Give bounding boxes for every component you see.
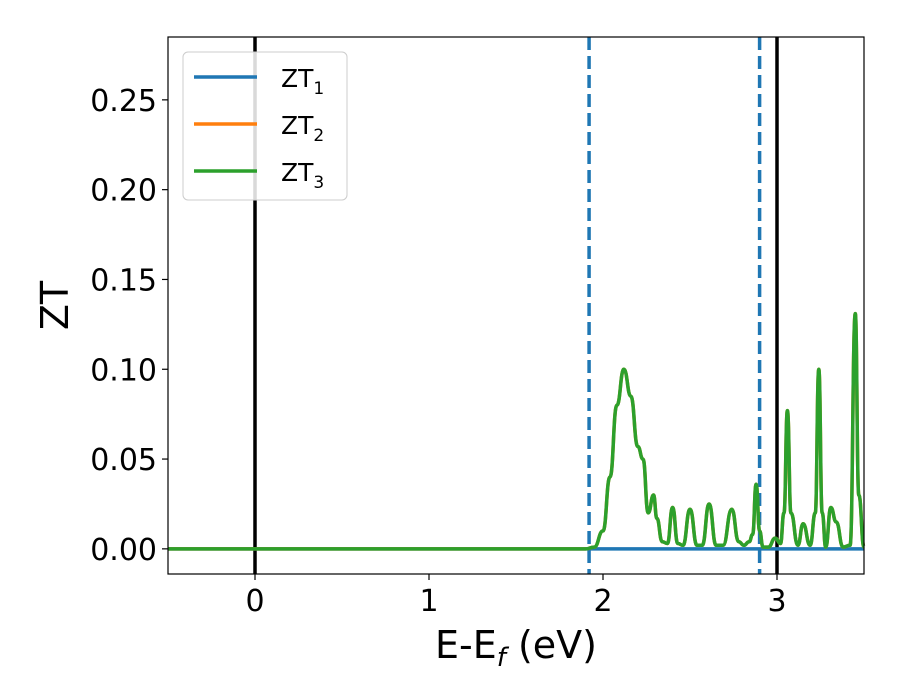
y-tick-label: 0.25 — [90, 84, 157, 119]
y-tick-label: 0.20 — [90, 174, 157, 209]
series-lines — [167, 311, 866, 551]
y-axis-label: ZT — [33, 280, 77, 330]
legend-label-3: ZT3 — [281, 158, 324, 193]
legend-label-1: ZT1 — [281, 64, 324, 99]
x-tick-label: 3 — [767, 584, 786, 619]
y-tick-label: 0.05 — [90, 443, 157, 478]
x-tick-label: 0 — [245, 584, 264, 619]
x-tick-label: 2 — [593, 584, 612, 619]
x-axis-ticks: 0 1 2 3 — [245, 574, 787, 619]
x-axis-label: E-Ef (eV) — [435, 623, 597, 673]
x-tick-label: 1 — [419, 584, 438, 619]
legend-box — [182, 51, 348, 201]
plot-area-frame — [167, 36, 865, 575]
y-tick-label: 0.15 — [90, 263, 157, 298]
series-line-3 — [167, 311, 866, 551]
y-tick-label: 0.00 — [90, 533, 157, 568]
y-axis-ticks: 0.00 0.05 0.10 0.15 0.20 0.25 — [90, 84, 168, 568]
legend-label-2: ZT2 — [281, 111, 324, 146]
y-tick-label: 0.10 — [90, 353, 157, 388]
legend: ZT1 ZT2 ZT3 — [182, 51, 348, 201]
